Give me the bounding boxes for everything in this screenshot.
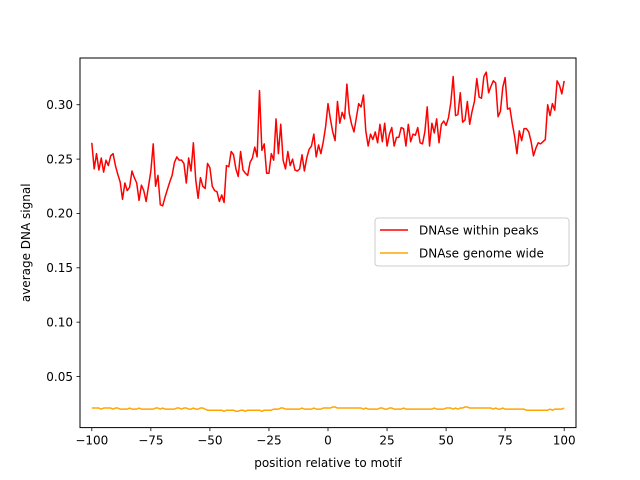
x-tick-label: −75 xyxy=(138,434,163,448)
y-tick-label: 0.05 xyxy=(46,370,73,384)
x-tick-label: 25 xyxy=(379,434,394,448)
dnase-genome-wide-line xyxy=(91,406,565,413)
x-tick-label: 50 xyxy=(438,434,453,448)
y-axis: 0.05 0.10 0.15 0.20 0.25 0.30 xyxy=(46,98,80,384)
y-tick-label: 0.25 xyxy=(46,152,73,166)
x-axis-label: position relative to motif xyxy=(254,456,402,470)
y-tick-label: 0.30 xyxy=(46,98,73,112)
dnase-within-peaks-line xyxy=(91,71,565,207)
y-tick-label: 0.20 xyxy=(46,207,73,221)
y-axis-label: average DNA signal xyxy=(19,183,33,302)
x-tick-label: 75 xyxy=(498,434,513,448)
x-tick-label: 0 xyxy=(324,434,332,448)
y-tick-label: 0.15 xyxy=(46,261,73,275)
y-tick-label: 0.10 xyxy=(46,315,73,329)
x-tick-label: −25 xyxy=(256,434,281,448)
legend-frame xyxy=(374,217,570,267)
x-tick-label: 100 xyxy=(553,434,576,448)
legend-label-genome-wide: DNAse genome wide xyxy=(419,247,544,261)
x-axis: −100 −75 −50 −25 0 25 50 75 100 xyxy=(75,427,576,448)
legend-label-within-peaks: DNAse within peaks xyxy=(419,224,539,238)
x-tick-label: −100 xyxy=(75,434,108,448)
series-layer xyxy=(91,71,565,413)
legend: DNAse within peaks DNAse genome wide xyxy=(374,217,570,267)
x-tick-label: −50 xyxy=(197,434,222,448)
